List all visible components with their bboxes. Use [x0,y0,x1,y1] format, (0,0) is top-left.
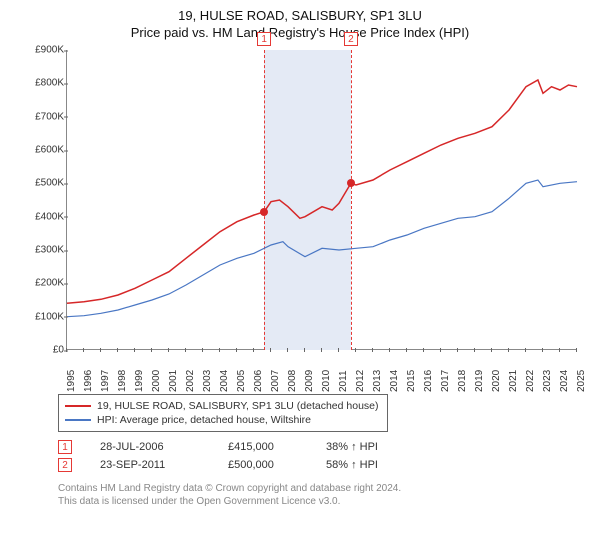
legend: 19, HULSE ROAD, SALISBURY, SP1 3LU (deta… [58,394,388,432]
y-axis-tick: £600K [20,145,64,156]
x-axis-tick: 2016 [423,362,434,392]
legend-swatch [65,405,91,407]
event-date: 28-JUL-2006 [100,441,200,453]
sale-dot [260,208,268,216]
y-axis-tick: £800K [20,78,64,89]
x-axis-tick: 2004 [219,362,230,392]
sale-events: 1 28-JUL-2006 £415,000 38% ↑ HPI 2 23-SE… [58,438,588,474]
x-axis-tick: 2000 [151,362,162,392]
legend-row: HPI: Average price, detached house, Wilt… [65,413,381,427]
y-axis-tick: £900K [20,45,64,56]
page-title-address: 19, HULSE ROAD, SALISBURY, SP1 3LU [12,8,588,23]
x-axis-tick: 1995 [66,362,77,392]
x-axis-tick: 2010 [321,362,332,392]
chart-container: 19, HULSE ROAD, SALISBURY, SP1 3LU Price… [0,0,600,560]
footer-line: This data is licensed under the Open Gov… [58,495,588,508]
y-axis-tick: £200K [20,278,64,289]
series-line [67,80,577,303]
footer-attribution: Contains HM Land Registry data © Crown c… [58,482,588,508]
x-axis-tick: 2014 [389,362,400,392]
x-axis-tick: 2017 [440,362,451,392]
x-axis-tick: 2005 [236,362,247,392]
chart-area: 12 £0 £100K £200K £300K £400K £500K £600K £700K… [20,50,580,390]
x-axis-tick: 2023 [542,362,553,392]
x-axis-tick: 2019 [474,362,485,392]
event-marker-icon: 1 [58,440,72,454]
legend-label: HPI: Average price, detached house, Wilt… [97,414,311,426]
y-axis-tick: £100K [20,311,64,322]
y-axis-tick: £700K [20,111,64,122]
legend-label: 19, HULSE ROAD, SALISBURY, SP1 3LU (deta… [97,400,379,412]
x-axis-tick: 2013 [372,362,383,392]
x-axis-tick: 1998 [117,362,128,392]
event-pct: 58% ↑ HPI [326,459,416,471]
event-marker-icon: 2 [344,32,358,46]
event-marker-icon: 1 [257,32,271,46]
plot-region: 12 [66,50,576,350]
legend-swatch [65,419,91,421]
y-axis-tick: £500K [20,178,64,189]
event-row: 1 28-JUL-2006 £415,000 38% ↑ HPI [58,438,588,456]
x-axis-tick: 2008 [287,362,298,392]
event-date: 23-SEP-2011 [100,459,200,471]
event-marker-icon: 2 [58,458,72,472]
page-title-subtitle: Price paid vs. HM Land Registry's House … [12,25,588,40]
legend-row: 19, HULSE ROAD, SALISBURY, SP1 3LU (deta… [65,399,381,413]
sale-dot [347,179,355,187]
footer-line: Contains HM Land Registry data © Crown c… [58,482,588,495]
x-axis-tick: 2002 [185,362,196,392]
x-axis-tick: 2025 [576,362,587,392]
x-axis-tick: 2003 [202,362,213,392]
x-axis-tick: 1999 [134,362,145,392]
event-price: £500,000 [228,459,298,471]
y-axis-tick: £400K [20,211,64,222]
series-line [67,180,577,317]
x-axis-tick: 2020 [491,362,502,392]
event-price: £415,000 [228,441,298,453]
y-axis-tick: £0 [20,345,64,356]
x-axis-tick: 2001 [168,362,179,392]
x-axis-tick: 2015 [406,362,417,392]
x-axis-tick: 2011 [338,362,349,392]
x-axis-tick: 2018 [457,362,468,392]
event-pct: 38% ↑ HPI [326,441,416,453]
event-row: 2 23-SEP-2011 £500,000 58% ↑ HPI [58,456,588,474]
x-axis-tick: 2006 [253,362,264,392]
x-axis-tick: 2024 [559,362,570,392]
x-axis-tick: 2009 [304,362,315,392]
line-series-layer [67,50,577,350]
x-axis-tick: 2007 [270,362,281,392]
x-axis-tick: 2022 [525,362,536,392]
x-axis-tick: 2012 [355,362,366,392]
x-axis-tick: 2021 [508,362,519,392]
x-axis-tick: 1997 [100,362,111,392]
x-axis-tick: 1996 [83,362,94,392]
y-axis-tick: £300K [20,245,64,256]
